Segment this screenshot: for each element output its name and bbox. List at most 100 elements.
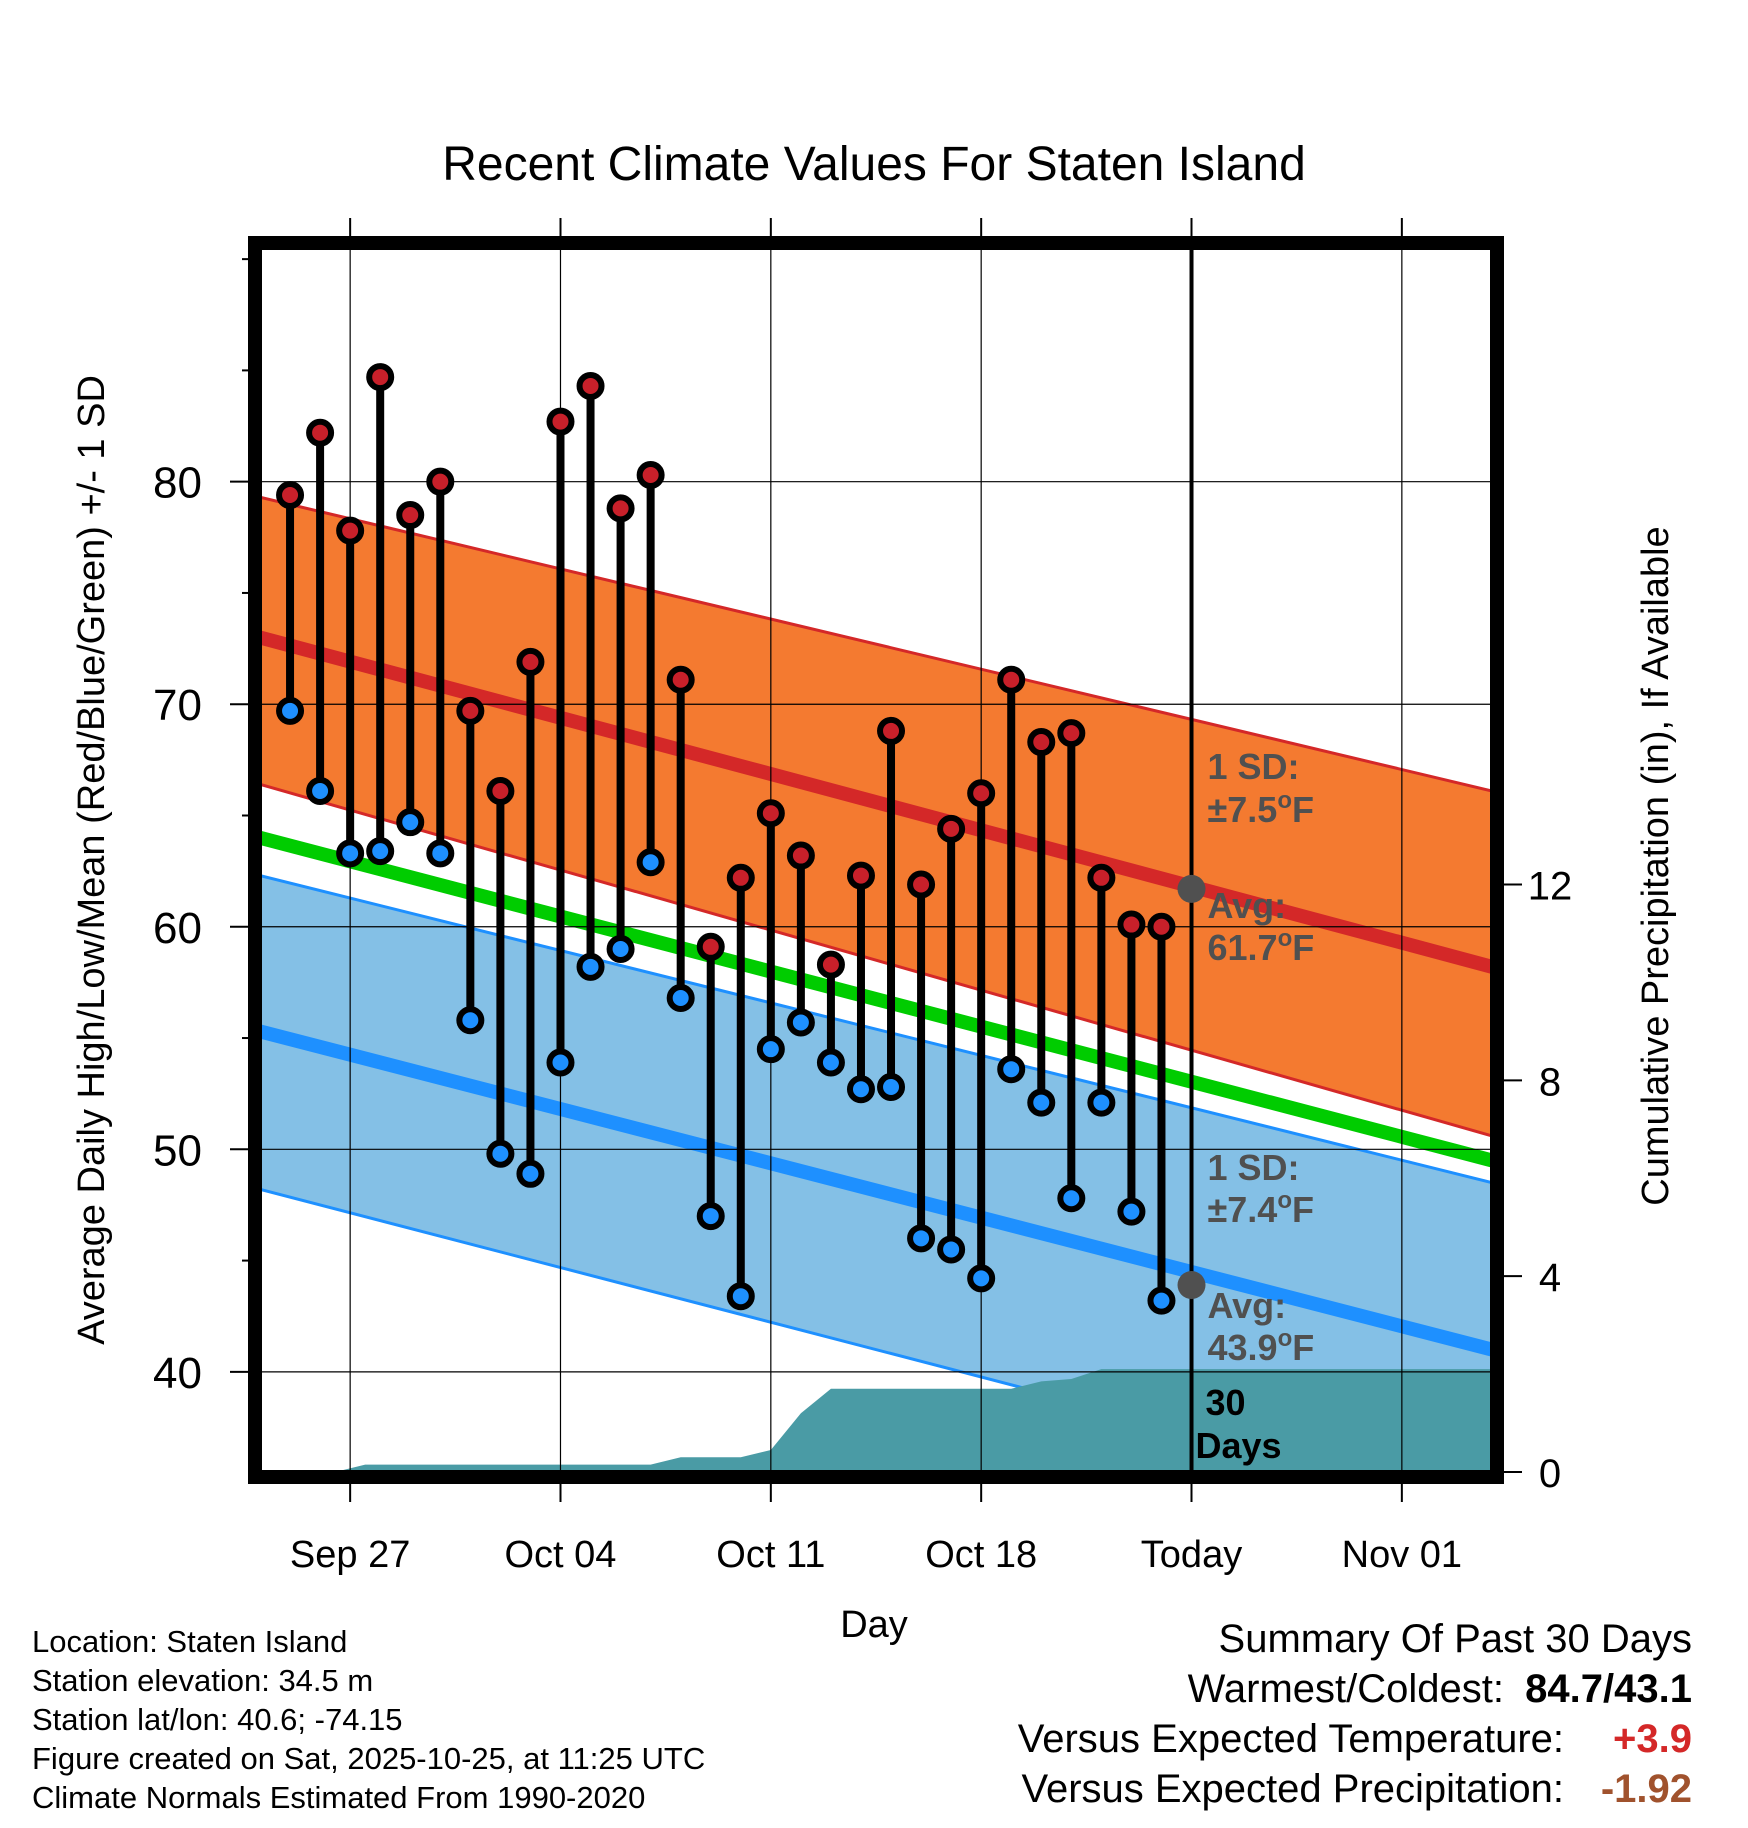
high-temp-point <box>907 870 936 899</box>
high-temp-point <box>1117 910 1146 939</box>
x-tick-label: Sep 27 <box>290 1534 410 1576</box>
y-tick-label-right: 4 <box>1539 1256 1561 1300</box>
created-text: Figure created on Sat, 2025-10-25, at 11… <box>32 1741 706 1776</box>
low-temp-point <box>877 1072 906 1101</box>
low-avg-label: Avg: <box>1208 1285 1287 1326</box>
low-sd-value: ±7.4oF <box>1208 1187 1314 1230</box>
y-axis-label-left: Average Daily High/Low/Mean (Red/Blue/Gr… <box>71 375 113 1345</box>
elevation-text: Station elevation: 34.5 m <box>32 1663 374 1698</box>
high-temp-point <box>306 418 335 447</box>
low-temp-point <box>486 1139 515 1168</box>
y-tick-label-left: 50 <box>153 1126 202 1175</box>
x-tick-label: Oct 04 <box>505 1534 617 1576</box>
high-temp-point <box>1057 719 1086 748</box>
high-avg-line <box>260 630 1492 974</box>
low-temp-point <box>997 1055 1026 1084</box>
low-temp-point <box>606 935 635 964</box>
station-info: Location: Staten Island Station elevatio… <box>32 1622 705 1817</box>
latlon-text: Station lat/lon: 40.6; -74.15 <box>32 1702 403 1737</box>
mean-avg-line <box>260 830 1492 1168</box>
normals-text: Climate Normals Estimated From 1990-2020 <box>32 1780 646 1815</box>
low-temp-point <box>1027 1088 1056 1117</box>
low-temp-point <box>456 1006 485 1035</box>
x-axis-label: Day <box>840 1604 908 1646</box>
days-count-label: 30 <box>1206 1382 1246 1423</box>
low-temp-point <box>937 1235 966 1264</box>
x-tick-label: Oct 18 <box>925 1534 1037 1576</box>
high-avg-today-marker <box>1177 874 1206 903</box>
high-temp-point <box>366 363 395 392</box>
warmest-label: Warmest/Coldest: <box>1187 1667 1504 1711</box>
x-tick-label: Oct 11 <box>716 1534 825 1576</box>
low-temp-point <box>516 1159 545 1188</box>
chart-title: Recent Climate Values For Staten Island <box>442 138 1306 191</box>
high-temp-point <box>756 799 785 828</box>
y-tick-label-left: 40 <box>153 1349 202 1398</box>
low-sd-label: 1 SD: <box>1208 1147 1300 1188</box>
low-temp-point <box>1117 1197 1146 1226</box>
high-temp-point <box>937 814 966 843</box>
high-sd-value: ±7.5oF <box>1208 787 1314 830</box>
high-temp-point <box>426 467 455 496</box>
low-temp-point <box>786 1008 815 1037</box>
x-tick-label: Nov 01 <box>1342 1534 1462 1576</box>
high-sd-lower-line <box>260 782 1492 1138</box>
high-temp-point <box>846 861 875 890</box>
high-temp-point <box>816 950 845 979</box>
high-temp-point <box>877 716 906 745</box>
high-temp-point <box>516 647 545 676</box>
low-temp-point <box>696 1202 725 1231</box>
temp-label: Versus Expected Temperature: <box>1017 1717 1564 1761</box>
low-temp-point <box>967 1264 996 1293</box>
high-temp-point <box>606 494 635 523</box>
high-temp-point <box>726 863 755 892</box>
low-temp-point <box>726 1282 755 1311</box>
high-temp-point <box>336 516 365 545</box>
high-temp-point <box>276 481 305 510</box>
y-tick-label-left: 70 <box>153 681 202 730</box>
high-sd-upper-line <box>260 495 1492 793</box>
plot-frame <box>248 236 1504 1484</box>
y-axis-label-right: Cumulative Precipitation (in), If Availa… <box>1635 526 1677 1205</box>
high-temp-point <box>997 665 1026 694</box>
precip-area <box>260 1369 1492 1472</box>
low-sd-band <box>260 875 1492 1472</box>
low-temp-point <box>276 696 305 725</box>
low-temp-point <box>907 1224 936 1253</box>
low-avg-line <box>260 1024 1492 1357</box>
y-tick-label-right: 0 <box>1539 1452 1561 1496</box>
summary-title: Summary Of Past 30 Days <box>1218 1617 1692 1661</box>
low-temp-point <box>1057 1184 1086 1213</box>
days-unit-label: Days <box>1196 1425 1282 1466</box>
precip-label: Versus Expected Precipitation: <box>1021 1767 1564 1811</box>
low-temp-point <box>306 777 335 806</box>
high-sd-band <box>260 497 1492 1136</box>
high-temp-point <box>456 696 485 725</box>
high-avg-label: Avg: <box>1208 885 1287 926</box>
low-temp-point <box>336 839 365 868</box>
y-tick-label-right: 8 <box>1539 1060 1561 1104</box>
high-temp-point <box>396 501 425 530</box>
high-sd-label: 1 SD: <box>1208 746 1300 787</box>
low-temp-point <box>546 1048 575 1077</box>
high-temp-point <box>696 932 725 961</box>
high-temp-point <box>636 460 665 489</box>
x-tick-label: Today <box>1141 1534 1242 1576</box>
high-avg-value: 61.7oF <box>1208 925 1315 968</box>
temp-value: +3.9 <box>1613 1717 1692 1761</box>
low-avg-value: 43.9oF <box>1208 1325 1315 1368</box>
y-tick-label-right: 12 <box>1528 864 1573 908</box>
high-temp-point <box>1147 912 1176 941</box>
warmest-value: 84.7/43.1 <box>1525 1667 1692 1711</box>
low-temp-point <box>366 837 395 866</box>
high-temp-point <box>666 665 695 694</box>
low-temp-point <box>1147 1286 1176 1315</box>
high-temp-point <box>576 371 605 400</box>
y-tick-label-left: 60 <box>153 904 202 953</box>
high-temp-point <box>546 407 575 436</box>
low-temp-point <box>756 1035 785 1064</box>
location-text: Location: Staten Island <box>32 1624 348 1659</box>
low-temp-point <box>396 808 425 837</box>
high-temp-point <box>967 779 996 808</box>
